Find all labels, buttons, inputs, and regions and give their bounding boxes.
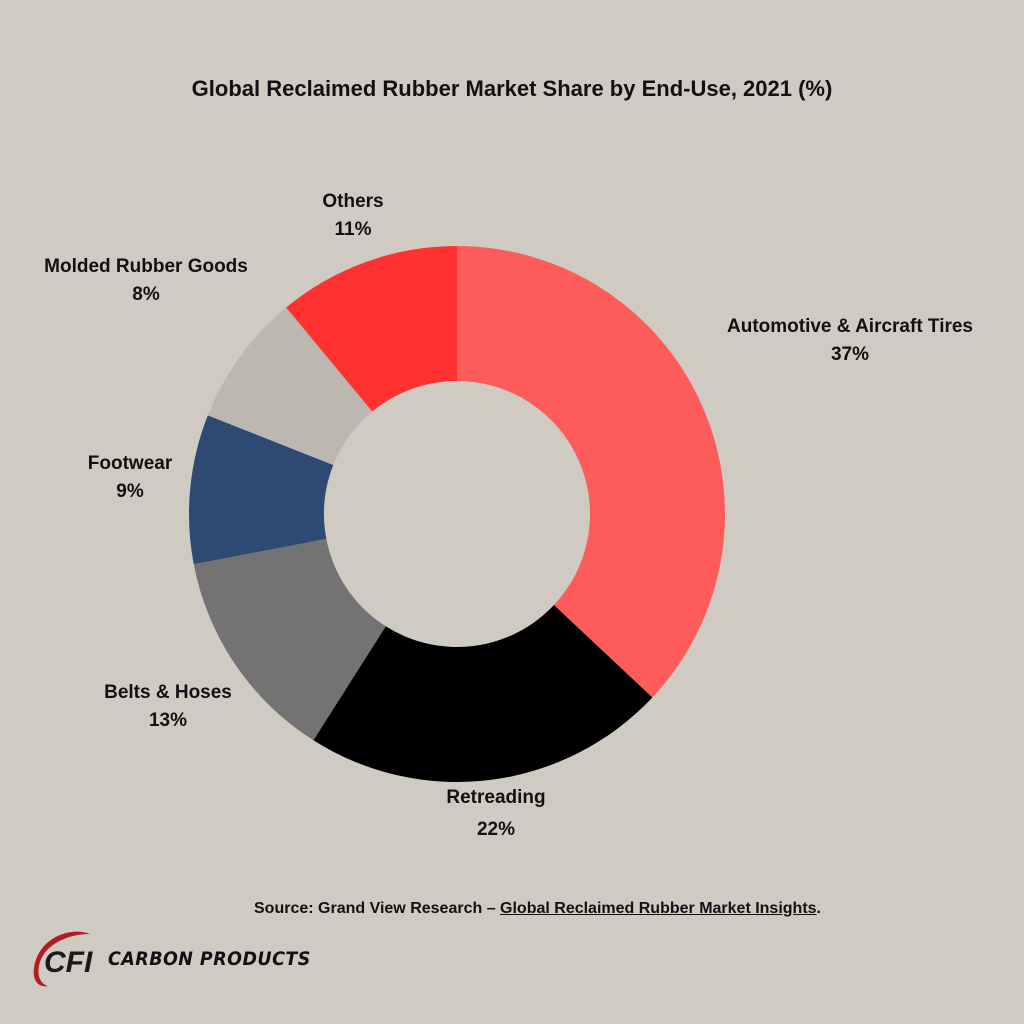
- source-suffix: .: [816, 900, 821, 917]
- slice-value-label: 13%: [149, 710, 187, 731]
- chart-title: Global Reclaimed Rubber Market Share by …: [192, 76, 833, 101]
- slice-footwear: [189, 415, 334, 565]
- slice-automotive-aircraft-tires: [457, 246, 725, 698]
- company-logo: CFI CARBON PRODUCTS: [30, 928, 328, 990]
- cfi-logo-mark: CFI: [33, 931, 93, 987]
- slice-value-label: 22%: [477, 819, 515, 840]
- donut-slices: [189, 246, 725, 783]
- slice-molded-rubber-goods: [207, 307, 373, 466]
- slice-value-label: 8%: [132, 284, 160, 305]
- slice-name-label: Automotive & Aircraft Tires: [727, 316, 973, 337]
- slice-labels: Automotive & Aircraft Tires 37% Retreading…: [44, 191, 973, 840]
- logo-mark-text: CFI: [44, 946, 93, 979]
- slice-name-label: Molded Rubber Goods: [44, 256, 248, 277]
- slice-name-label: Belts & Hoses: [104, 682, 232, 703]
- source-prefix: Source: Grand View Research –: [254, 900, 501, 917]
- slice-value-label: 11%: [335, 219, 372, 240]
- slice-belts-hoses: [193, 538, 386, 741]
- source-link[interactable]: Global Reclaimed Rubber Market Insights: [500, 900, 817, 917]
- slice-value-label: 9%: [116, 481, 144, 502]
- slice-name-label: Retreading: [446, 787, 545, 808]
- logo-swoosh: [33, 931, 90, 987]
- slice-name-label: Footwear: [88, 453, 173, 474]
- source-citation: Source: Grand View Research – Global Rec…: [254, 900, 821, 918]
- slice-name-label: Others: [322, 191, 383, 212]
- logo-company-name: CARBON PRODUCTS: [108, 948, 311, 970]
- slice-retreading: [313, 605, 653, 783]
- slice-value-label: 37%: [831, 344, 869, 365]
- slice-others: [286, 246, 457, 412]
